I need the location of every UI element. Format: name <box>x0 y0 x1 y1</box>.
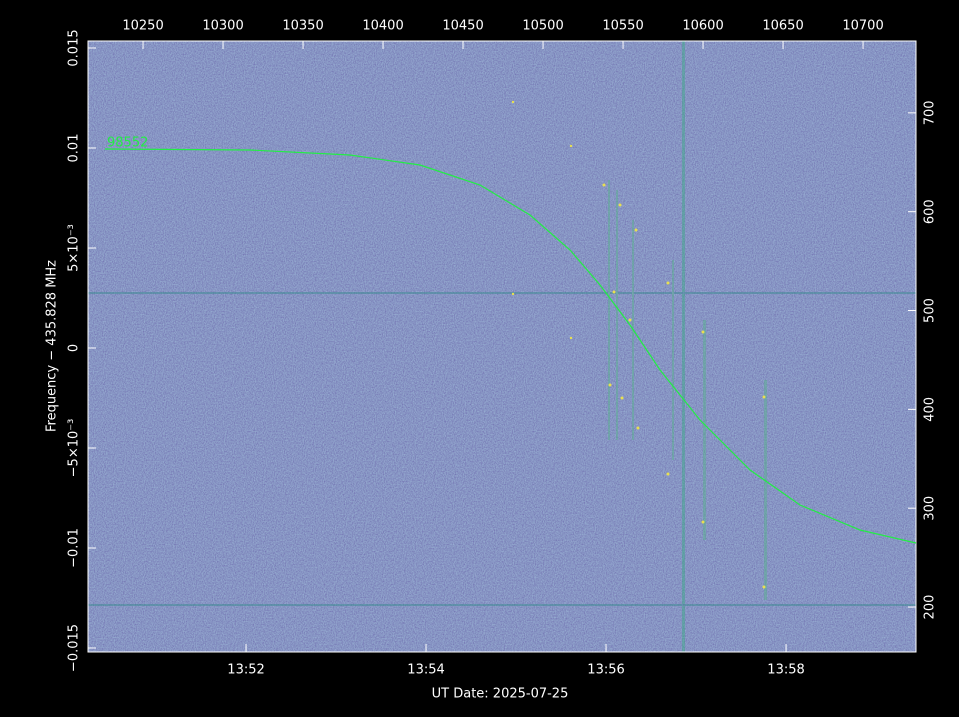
y-tick-label: 5×10⁻³ <box>67 224 82 272</box>
y2-tick-label: 400 <box>923 397 938 422</box>
y2-tick-label: 300 <box>923 496 938 521</box>
x2-tick-label: 10550 <box>602 19 643 34</box>
y-tick-label: −0.015 <box>67 624 82 672</box>
series-label: 98552 <box>107 136 148 151</box>
spectrogram-dots <box>511 100 766 589</box>
x-tick-label: 13:58 <box>767 663 804 678</box>
x2-tick-label: 10600 <box>682 19 723 34</box>
y-tick-label: −0.01 <box>67 528 82 568</box>
x2-tick-label: 10500 <box>522 19 563 34</box>
y2-tick-label: 200 <box>923 595 938 620</box>
x-tick-label: 13:56 <box>587 663 624 678</box>
series-line <box>105 148 917 544</box>
y2-tick-label: 500 <box>923 298 938 323</box>
x2-tick-label: 10350 <box>282 19 323 34</box>
x-tick-label: 13:52 <box>227 663 264 678</box>
y-tick-label: 0.01 <box>67 134 82 163</box>
plot-frame <box>87 40 917 653</box>
x-axis-label: UT Date: 2025-07-25 <box>432 687 569 702</box>
y-tick-label: −5×10⁻³ <box>67 419 82 478</box>
x2-tick-label: 10650 <box>762 19 803 34</box>
y-tick-label: 0 <box>67 344 82 352</box>
y2-tick-label: 700 <box>923 100 938 125</box>
x2-tick-label: 10400 <box>362 19 403 34</box>
x2-tick-label: 10450 <box>442 19 483 34</box>
spectrogram-noise <box>88 41 916 652</box>
y-axis-label: Frequency − 435.828 MHz <box>45 260 60 432</box>
x2-tick-label: 10250 <box>122 19 163 34</box>
y2-tick-label: 600 <box>923 199 938 224</box>
x2-tick-label: 10300 <box>202 19 243 34</box>
y-tick-label: 0.015 <box>67 29 82 66</box>
x2-tick-label: 10700 <box>842 19 883 34</box>
x-tick-label: 13:54 <box>407 663 444 678</box>
